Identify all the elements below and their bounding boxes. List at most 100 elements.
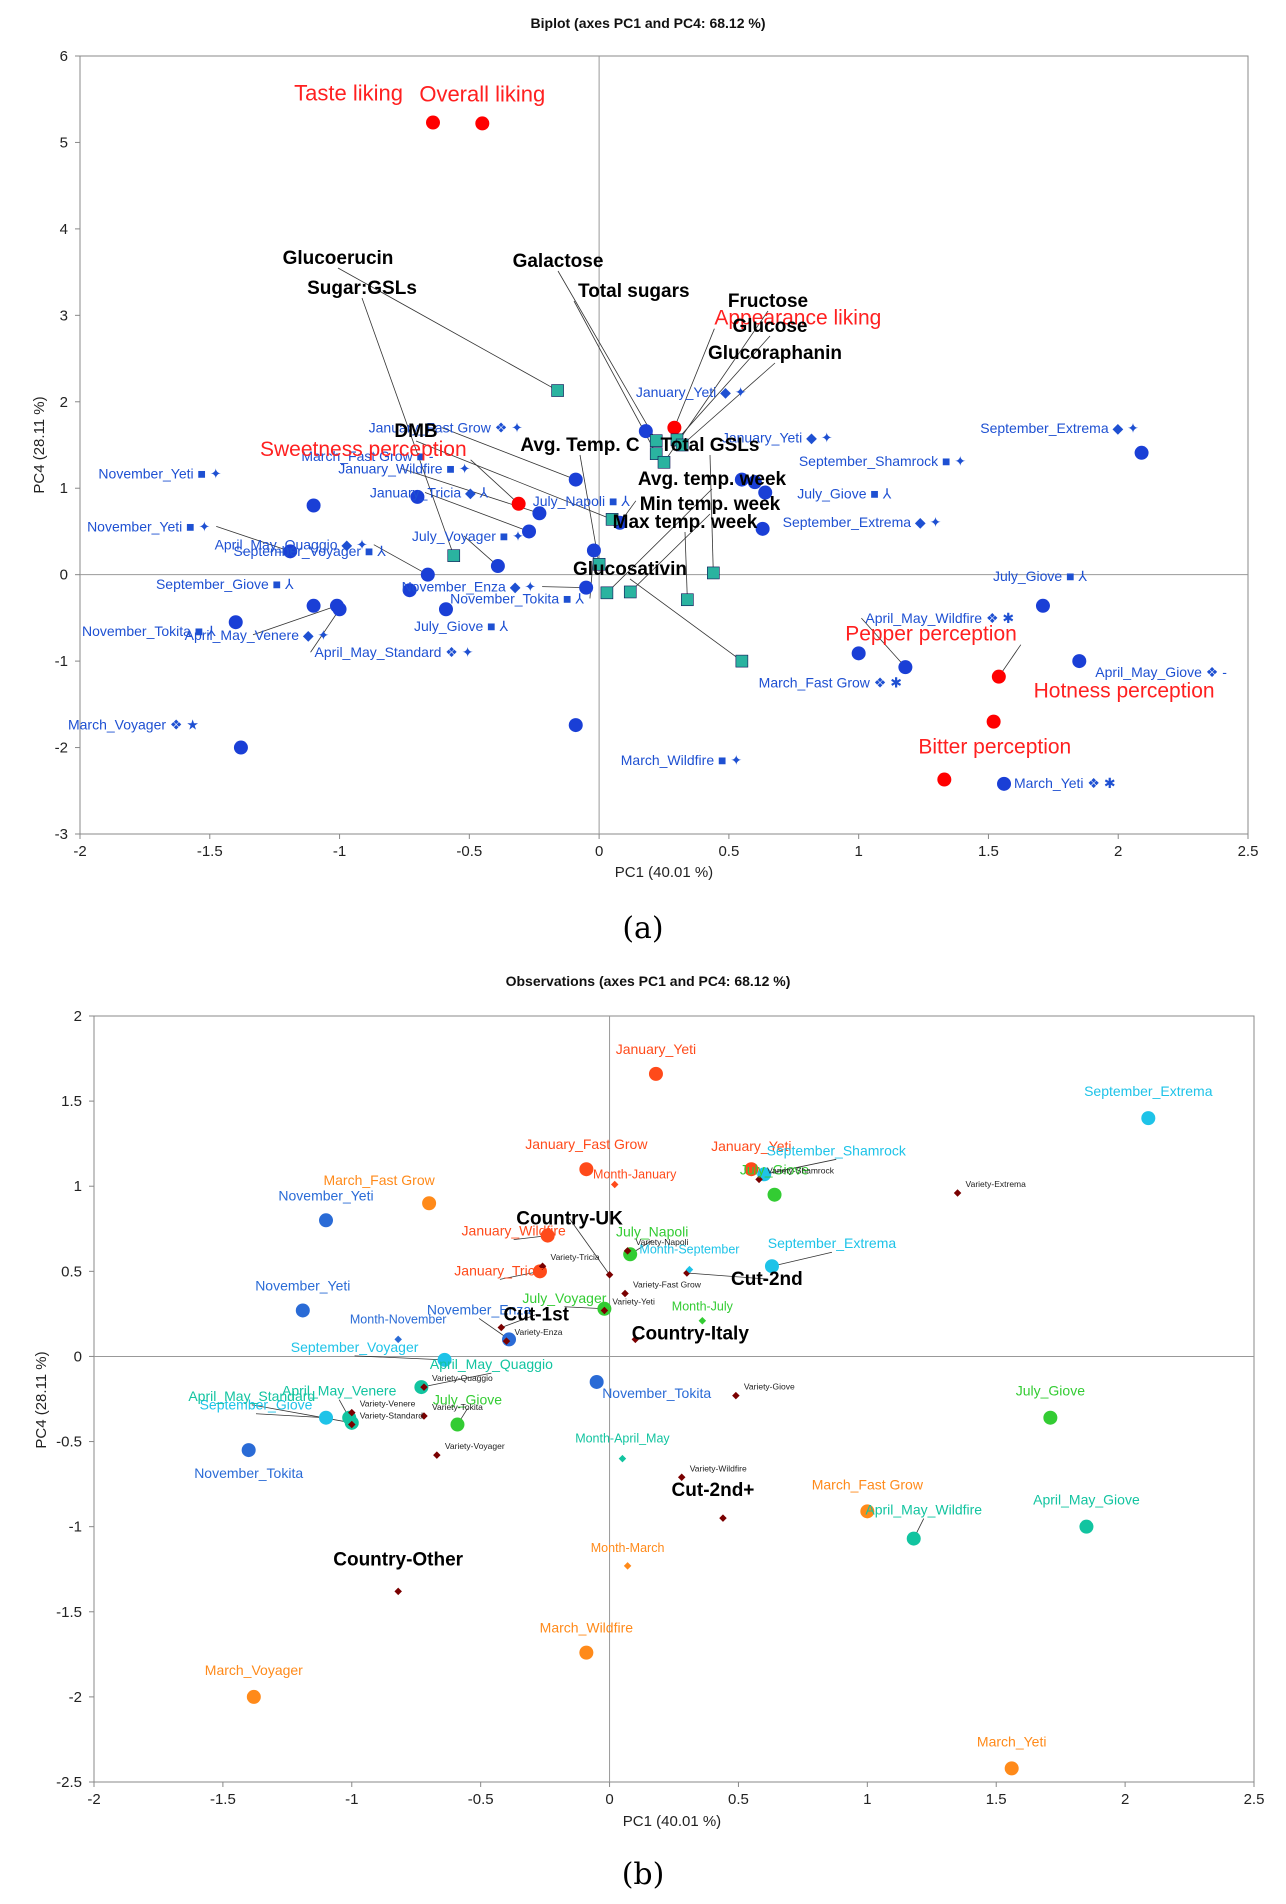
supplementary-point bbox=[497, 1323, 506, 1332]
observation-label: January_Yeti ◆ ✦ bbox=[722, 430, 833, 446]
observation-point bbox=[233, 740, 248, 755]
y-tick-label: 5 bbox=[60, 134, 68, 151]
leader-line bbox=[252, 605, 338, 636]
data-labels: September_Extrema ◆ ✦ January_Fast Grow ❖… bbox=[68, 81, 1227, 791]
supplementary-point bbox=[433, 1451, 441, 1459]
variety-label: Variety-Venere bbox=[360, 1399, 416, 1409]
observation-label: July_Giove ■ ⅄ bbox=[993, 568, 1087, 584]
leader-line bbox=[606, 488, 713, 594]
plot-frame bbox=[79, 55, 1249, 835]
supplementary-point bbox=[618, 1454, 627, 1463]
x-tick-label: 1 bbox=[854, 843, 862, 860]
observation-label: April_May_Quaggio bbox=[430, 1356, 553, 1372]
observation-label: January_Yeti ◆ ✦ bbox=[636, 384, 747, 400]
observation-label: September_Giove bbox=[200, 1397, 313, 1413]
y-tick-label: -1 bbox=[55, 653, 68, 670]
supplementary-point bbox=[683, 1269, 691, 1277]
leader-line bbox=[709, 454, 714, 573]
leader-line bbox=[771, 1251, 833, 1267]
axes: -2 -1.5 -1 -0.5 0 0.5 1 1.5 2 2.5 -2.5 -2 -1.5 -1 -0.5… bbox=[56, 1008, 1264, 1808]
sensory-label: Overall liking bbox=[419, 81, 545, 106]
leader-line bbox=[361, 297, 455, 556]
x-tick-label: -2 bbox=[73, 843, 86, 860]
observation-point bbox=[246, 1689, 261, 1704]
chemical-label: Sugar:GSLs bbox=[307, 278, 417, 299]
chemical-label: Min temp. week bbox=[640, 494, 781, 515]
variety-label: Variety-Yeti bbox=[612, 1296, 655, 1306]
observation-point bbox=[332, 602, 347, 617]
y-tick-label: 1 bbox=[74, 1178, 82, 1195]
observation-label: April_May_Wildfire ❖ ✱ bbox=[865, 610, 1014, 626]
chemical-point bbox=[657, 455, 671, 469]
leader-line bbox=[686, 1272, 767, 1280]
supplementary-point bbox=[348, 1408, 356, 1417]
observation-label: March_Yeti bbox=[977, 1733, 1047, 1749]
observation-label: September_Giove ■ ⅄ bbox=[156, 576, 294, 592]
leader-line bbox=[764, 1158, 837, 1175]
observation-label: March_Yeti ❖ ✱ bbox=[1014, 775, 1116, 791]
chemical-point bbox=[649, 434, 663, 447]
y-tick-label: -0.5 bbox=[56, 1434, 82, 1451]
supplementary-point bbox=[953, 1189, 962, 1197]
sensory-label: Bitter perception bbox=[918, 736, 1071, 759]
observation-point bbox=[579, 1645, 594, 1660]
observation-point bbox=[1004, 1761, 1019, 1776]
y-tick-label: -1.5 bbox=[56, 1604, 82, 1621]
supplementary-point bbox=[685, 1265, 694, 1274]
observation-point bbox=[1134, 445, 1149, 460]
variety-label: Variety-Tokita bbox=[432, 1402, 483, 1412]
variety-label: Variety-Enza bbox=[514, 1327, 562, 1337]
observation-point bbox=[522, 524, 537, 539]
sensory-point bbox=[991, 669, 1006, 684]
supplementary-point bbox=[698, 1316, 707, 1325]
observation-label: January_Fast Grow bbox=[525, 1136, 648, 1152]
x-tick-label: 2 bbox=[1121, 1791, 1129, 1808]
observation-point bbox=[623, 1247, 638, 1262]
observation-label: November_Yeti ■ ✦ bbox=[98, 466, 221, 482]
observation-point bbox=[540, 1228, 555, 1243]
leader-line bbox=[861, 617, 906, 668]
supplementary-point bbox=[732, 1391, 740, 1400]
observation-label: November_Yeti bbox=[255, 1277, 350, 1293]
variety-label: Variety-Giove bbox=[744, 1382, 795, 1392]
observation-label: March_Fast Grow bbox=[323, 1172, 435, 1188]
sensory-point bbox=[425, 115, 440, 130]
leader-line bbox=[501, 1314, 537, 1328]
supplementary-point bbox=[610, 1180, 619, 1189]
sensory-point bbox=[475, 116, 490, 131]
observation-label: April_May_Wildfire bbox=[865, 1502, 982, 1518]
x-tick-label: -1.5 bbox=[197, 843, 223, 860]
supplementary-point bbox=[420, 1412, 428, 1420]
leader-line bbox=[441, 427, 576, 480]
observation-point bbox=[490, 559, 505, 574]
supplementary-point bbox=[621, 1289, 629, 1298]
leader-line bbox=[629, 513, 711, 593]
x-tick-label: 0 bbox=[595, 843, 603, 860]
leader-line bbox=[674, 328, 715, 428]
y-tick-label: 1 bbox=[60, 480, 68, 497]
observation-point bbox=[437, 1352, 452, 1367]
observation-point bbox=[295, 1303, 310, 1318]
leader-line bbox=[542, 586, 587, 589]
observation-label: April_May_Venere bbox=[282, 1383, 397, 1399]
x-tick-label: 2.5 bbox=[1238, 843, 1259, 860]
observation-point bbox=[450, 1417, 465, 1432]
observation-point bbox=[241, 1443, 256, 1458]
leader-line bbox=[415, 440, 613, 520]
observations-chart: Observations (axes PC1 and PC4: 68.12 %)… bbox=[33, 973, 1264, 1892]
observation-point bbox=[420, 567, 435, 582]
chart-title: Biplot (axes PC1 and PC4: 68.12 %) bbox=[531, 15, 766, 31]
observation-point bbox=[410, 489, 425, 504]
x-tick-label: 0.5 bbox=[728, 1791, 749, 1808]
variety-label: Variety-Napoli bbox=[636, 1237, 689, 1247]
x-tick-label: -1 bbox=[333, 843, 346, 860]
x-tick-label: 0.5 bbox=[718, 843, 739, 860]
observation-label: November_Enza bbox=[427, 1301, 531, 1317]
observation-label: November_Tokita ■ ⅄ bbox=[450, 590, 584, 606]
leader-line bbox=[251, 1404, 352, 1424]
observation-point bbox=[898, 660, 913, 675]
observation-label: September_Extrema bbox=[1084, 1083, 1213, 1099]
leader-line bbox=[424, 492, 530, 532]
y-tick-label: -1 bbox=[69, 1519, 82, 1536]
observation-label: July_Napoli bbox=[616, 1223, 688, 1239]
